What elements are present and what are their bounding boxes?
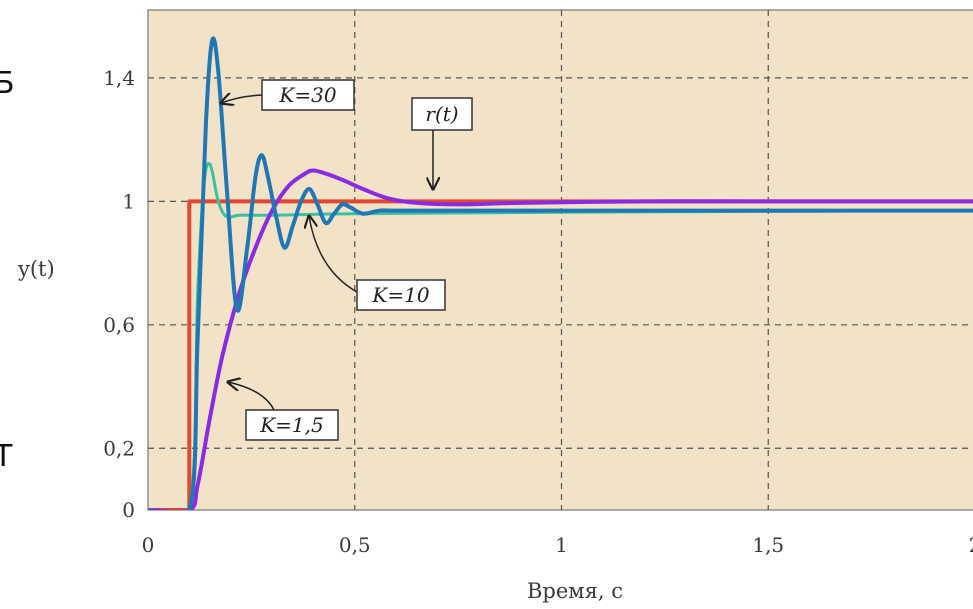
x-axis-label: Время, с xyxy=(527,579,623,603)
callout-box xyxy=(411,97,473,131)
callout-arrow xyxy=(228,382,275,411)
y-axis-label: y(t) xyxy=(17,257,55,281)
callout-k-1-5: K=1,5 xyxy=(228,382,339,441)
callout-box xyxy=(356,279,446,311)
series-layer xyxy=(148,36,973,510)
callout-k-30: K=30 xyxy=(221,79,355,111)
x-tick-label: 2 xyxy=(969,533,973,557)
x-tick-label: 1 xyxy=(555,533,568,557)
callout-label: K=1,5 xyxy=(259,413,324,437)
callout-box xyxy=(245,409,339,441)
side-text-top: Б xyxy=(0,66,15,101)
y-tick-label: 0,6 xyxy=(103,313,135,337)
callout-arrow xyxy=(309,216,358,293)
series-line-k-1-5 xyxy=(148,168,973,510)
x-tick-label: 1,5 xyxy=(752,533,784,557)
y-tick-label: 0 xyxy=(122,498,135,522)
callout-label: K=10 xyxy=(371,283,429,307)
callout-arrow xyxy=(221,95,263,103)
callout-r-t: r(t) xyxy=(411,97,473,189)
callout-label: r(t) xyxy=(425,102,458,126)
callouts: K=30 r(t) K=10 K=1,5 xyxy=(221,79,473,441)
y-tick-label: 1 xyxy=(122,189,135,213)
series-line-k-30 xyxy=(148,36,973,510)
y-tick-label: 0,2 xyxy=(103,436,135,460)
callout-label: K=30 xyxy=(278,83,336,107)
x-tick-label: 0 xyxy=(142,533,155,557)
callout-k-10: K=10 xyxy=(309,216,446,311)
callout-box xyxy=(261,79,355,111)
side-text-bottom: Т xyxy=(0,439,13,474)
y-tick-label: 1,4 xyxy=(103,66,135,90)
tick-labels: 0 0,5 1 1,5 2 0 0,2 0,6 1 1,4 xyxy=(103,66,973,557)
x-tick-label: 0,5 xyxy=(339,533,371,557)
